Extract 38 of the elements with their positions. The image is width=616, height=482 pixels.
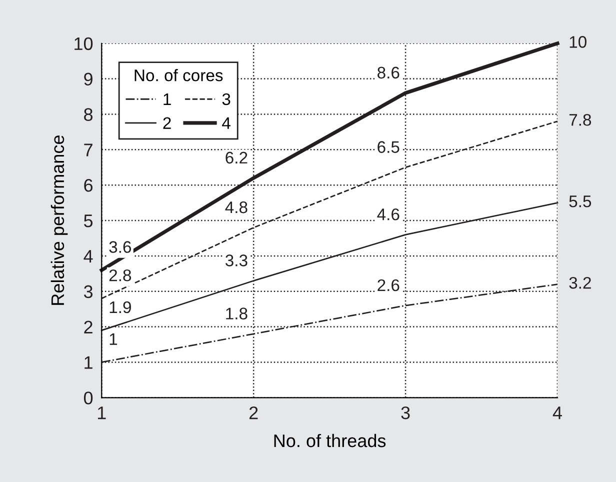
y-tick-label: 1 [84,356,92,369]
legend-label: 3 [222,93,230,106]
data-label: 1.9 [110,301,131,314]
data-label: 10 [570,36,586,48]
data-label: 4.8 [225,201,248,214]
data-label: 4.6 [377,208,400,220]
data-label: 5.5 [569,196,592,208]
x-tick-label: 1 [98,406,106,420]
x-tick-label: 3 [401,406,410,420]
data-label: 3.3 [226,254,248,266]
y-axis-title: Relative performance [50,136,68,305]
y-tick-label: 0 [84,392,93,404]
data-label: 2.8 [109,269,132,282]
data-label: 3.2 [569,276,591,289]
data-label: 2.6 [378,279,400,292]
data-label: 6.5 [378,141,400,153]
y-tick-label: 2 [84,320,92,334]
data-label: 1.8 [226,308,248,320]
data-label: 7.8 [569,114,592,126]
data-label: 8.6 [378,66,400,79]
legend-title: No. of cores [134,69,223,82]
x-tick-label: 4 [552,406,562,420]
y-tick-label: 3 [84,285,93,298]
data-label: 1 [110,333,118,345]
y-tick-label: 7 [84,144,92,156]
y-tick-label: 6 [84,179,93,192]
y-tick-label: 5 [84,214,93,228]
legend-label: 1 [164,93,171,105]
y-tick-label: 9 [84,72,92,86]
data-label: 6.2 [226,152,248,164]
y-tick-label: 10 [74,37,93,50]
legend-label: 2 [163,117,171,129]
y-tick-label: 8 [84,108,93,121]
data-label: 3.6 [109,241,132,253]
legend-label: 4 [222,117,230,129]
x-axis-title: No. of threads [274,434,386,448]
y-tick-label: 4 [84,250,93,262]
x-tick-label: 2 [249,406,258,420]
